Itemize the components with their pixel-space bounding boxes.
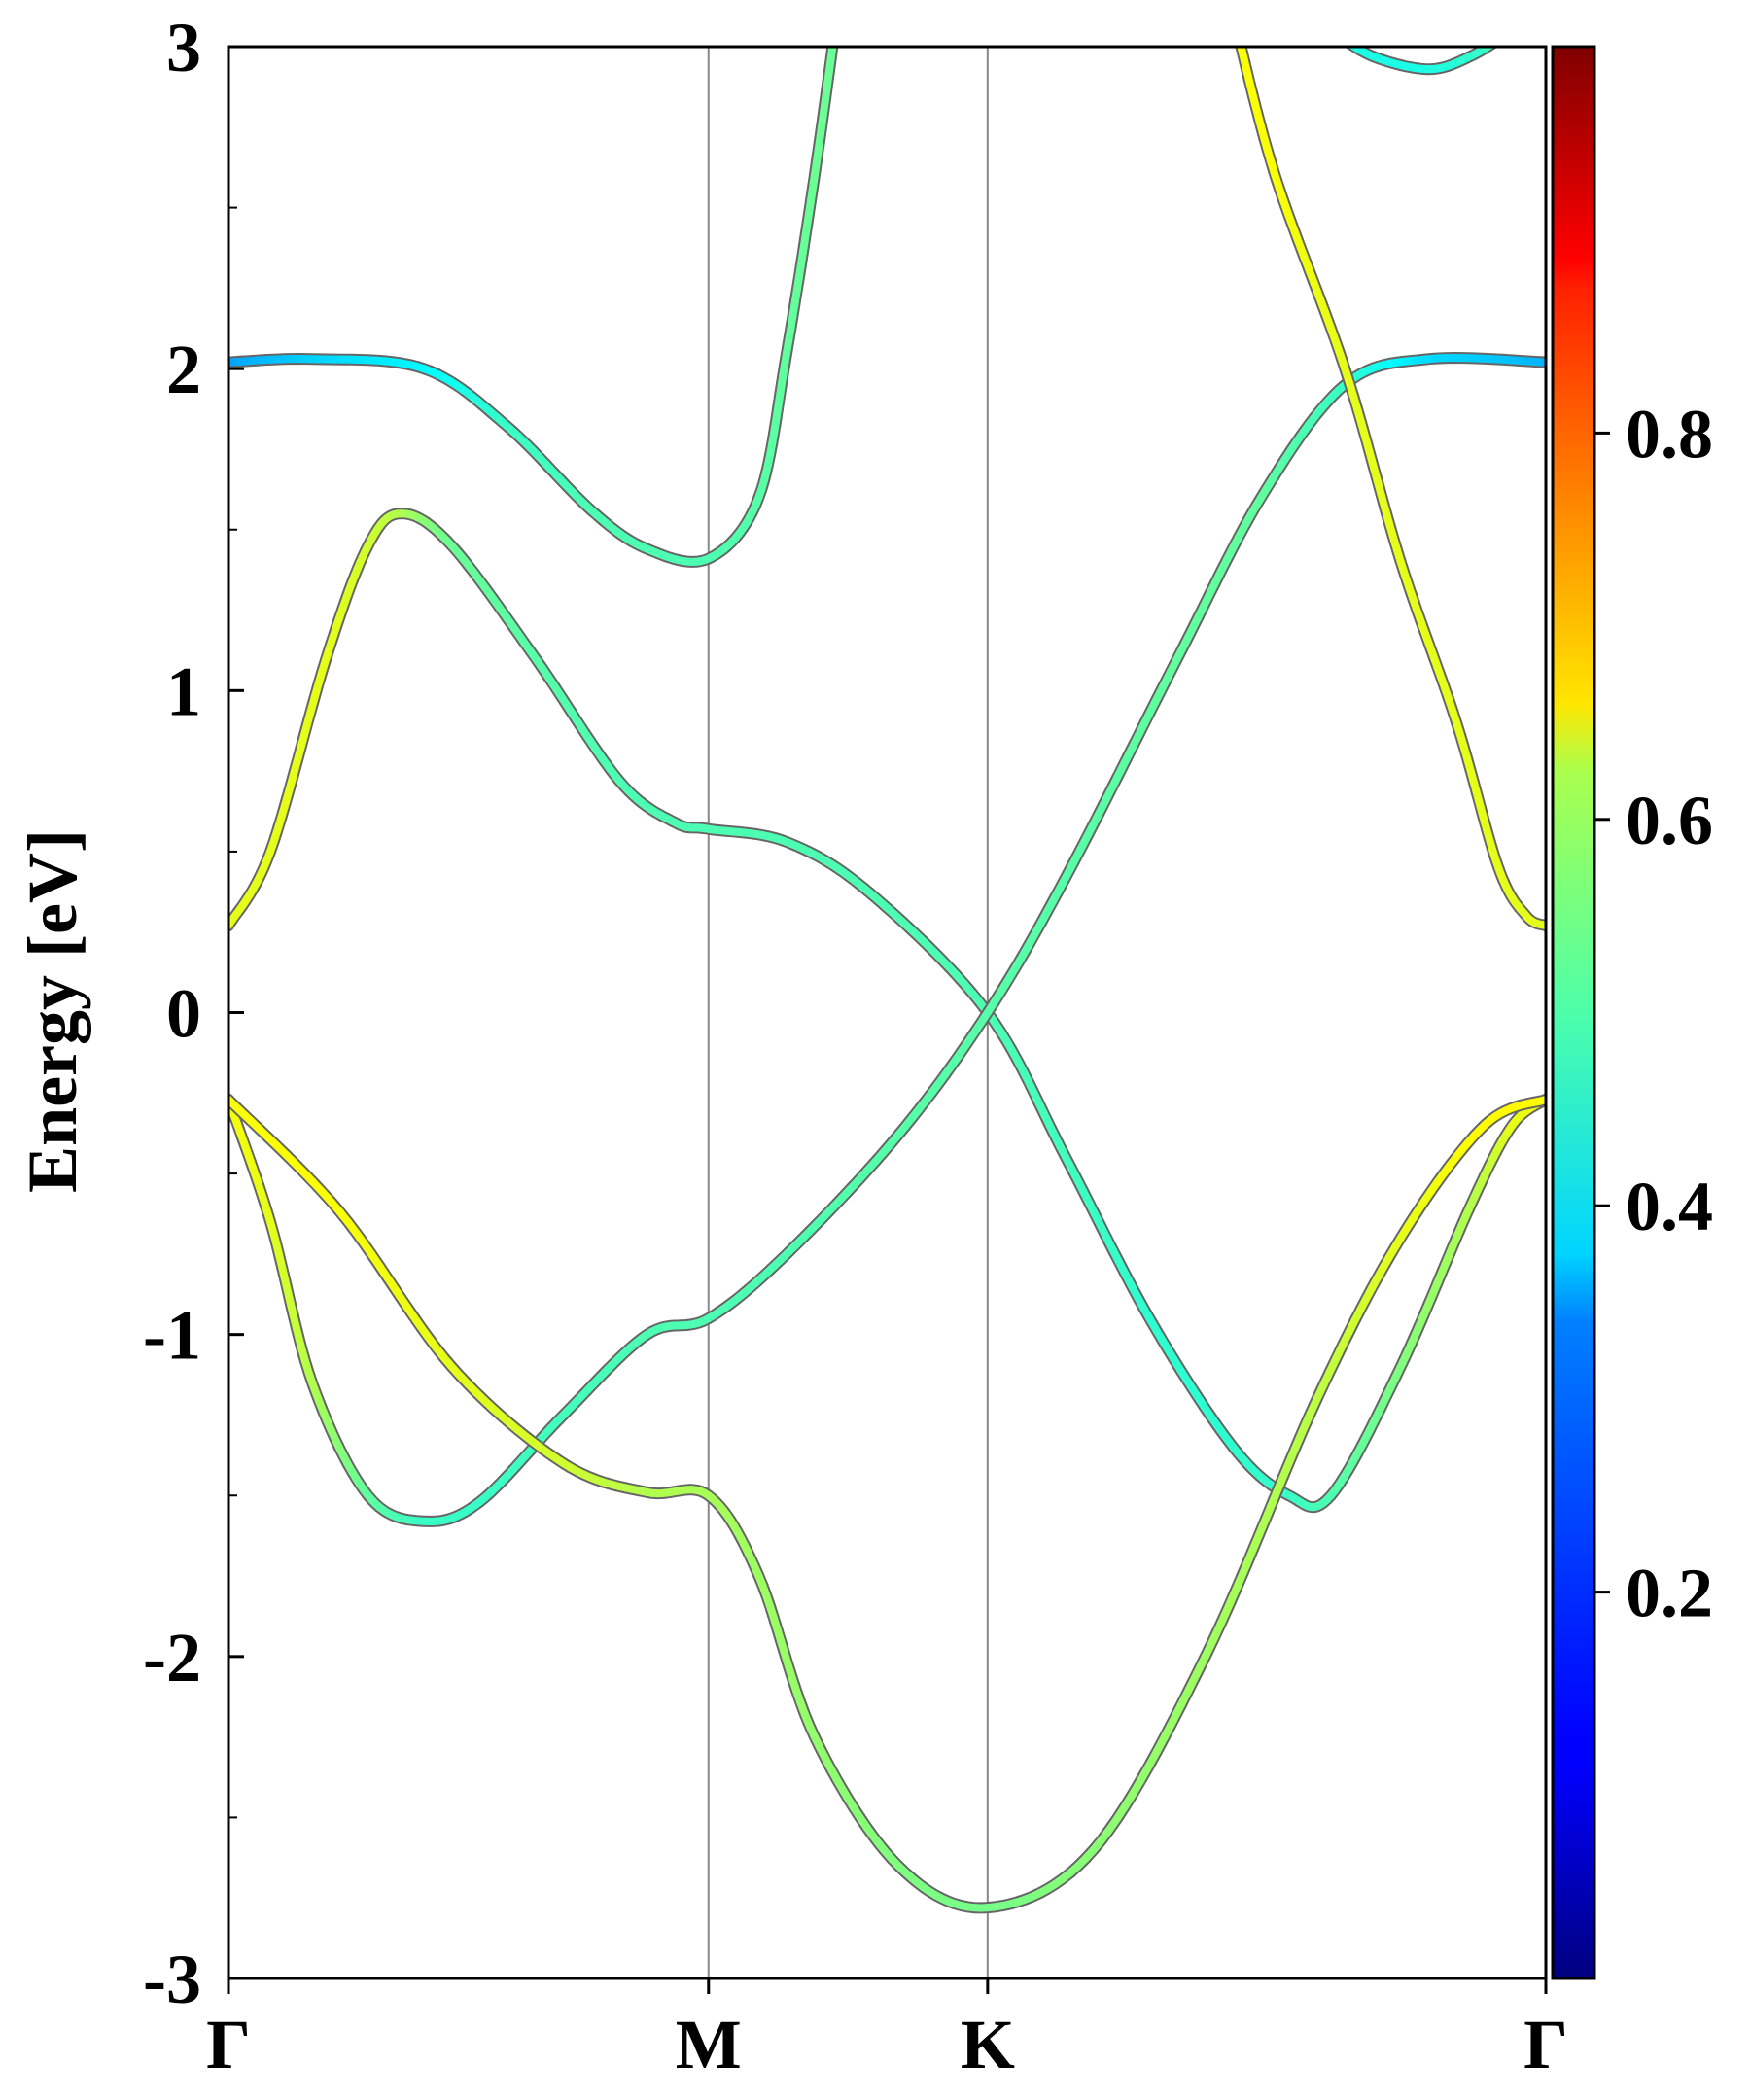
band-outline [228,508,1546,1514]
colorbar-ticks: 0.2 0.4 0.6 0.8 [1594,395,1713,1632]
band-segment [1497,38,1500,40]
colorbar-tick-label: 0.8 [1626,395,1713,472]
band-segment [1511,30,1513,31]
band-outline [228,47,839,568]
y-tick-label: -3 [143,1941,201,2018]
x-tick-label: Γ [206,2006,251,2083]
x-tick-label: Γ [1523,2006,1568,2083]
band-segment [1506,33,1508,35]
colorbar-tick-label: 0.6 [1626,782,1713,859]
band-segment [1500,36,1503,38]
y-axis-label: Energy [eV] [14,829,91,1193]
band-6 [1331,30,1513,76]
band-segment [1233,15,1235,21]
band-4 [228,1093,1546,1914]
band-segment [1347,47,1355,50]
colorbar-gradient [1551,45,1596,1980]
band-1 [228,15,839,568]
high-symmetry-lines [707,47,989,1978]
band-segment [1331,30,1333,31]
x-tick-label: K [961,2006,1015,2083]
band-outline [228,1093,1546,1914]
band-segment [1343,38,1346,40]
band-segment [1335,33,1337,35]
y-tick-label: 3 [166,9,201,87]
y-tick-label: 0 [166,975,201,1053]
band-segment [1340,36,1343,38]
x-tick-label: M [676,2006,742,2083]
colorbar: 0.2 0.4 0.6 0.8 [1551,45,1713,1980]
y-tick-label: -2 [143,1619,201,1697]
band-5 [1233,15,1546,932]
band-segment [1346,41,1348,43]
band-segment [1333,32,1335,33]
band-segment [836,15,837,21]
band-3 [228,352,1546,1527]
band-segment [1509,32,1511,33]
band-segment [1235,21,1237,29]
band-segment [835,21,836,29]
y-axis-ticks: 3 2 1 0 -1 -2 -3 [143,9,244,2018]
band-segment [1494,41,1497,43]
band-segment [1237,29,1239,38]
y-tick-label: 1 [166,652,201,730]
band-segment [1503,35,1506,37]
colorbar-tick-label: 0.2 [1626,1555,1713,1632]
band-segment [834,29,835,38]
colorbar-tick-label: 0.4 [1626,1168,1713,1245]
band-segment [1337,35,1340,37]
y-tick-label: 2 [166,331,201,408]
y-tick-label: -1 [143,1297,201,1375]
band-segment [1487,47,1495,50]
band-2 [228,508,1546,1514]
bands [228,15,1546,1914]
plot-frame [227,45,1548,1980]
